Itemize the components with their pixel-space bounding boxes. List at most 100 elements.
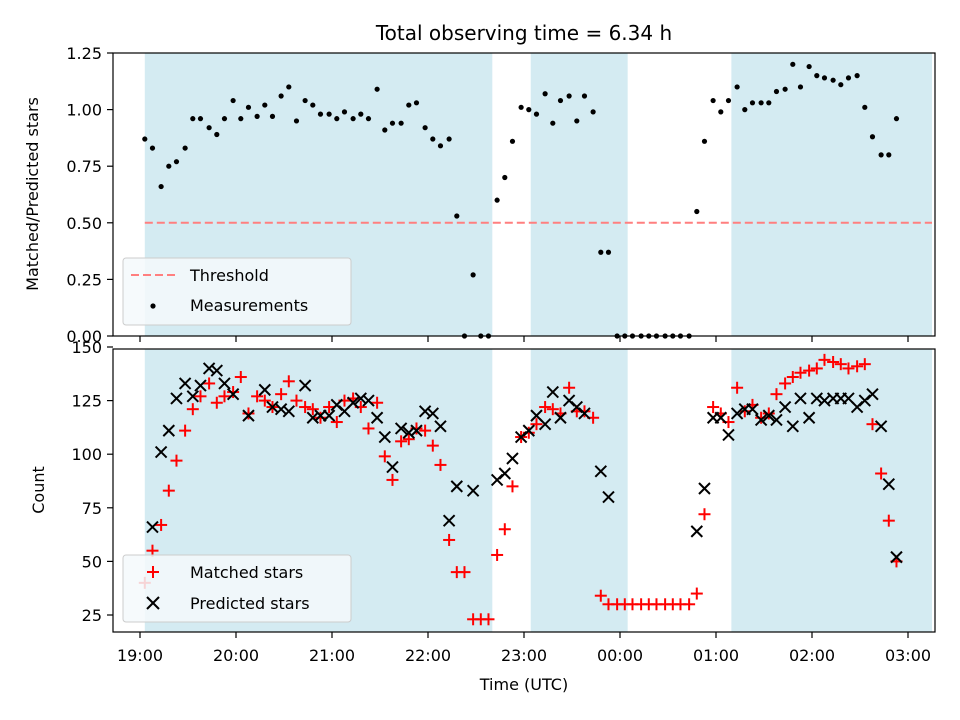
predicted-point-25 (370, 411, 384, 424)
predicted-point-9 (218, 377, 231, 390)
x-tick-label-8: 03:00 (885, 646, 931, 665)
measurement-point-13 (245, 104, 252, 110)
predicted-point-0 (146, 520, 159, 534)
predicted-point-33 (434, 420, 447, 433)
predicted-point-55 (722, 428, 735, 442)
predicted-point-27 (386, 460, 399, 474)
predicted-point-51 (690, 525, 704, 538)
matched-point-87 (834, 358, 847, 371)
matched-point-35 (419, 424, 432, 437)
bottom-y-tick-label-4: 125 (71, 392, 102, 411)
matched-point-2 (155, 518, 168, 531)
measurement-point-58 (605, 249, 612, 255)
measurement-point-21 (310, 102, 316, 108)
matched-point-22 (314, 411, 327, 424)
measurement-point-47 (518, 104, 524, 110)
matched-point-23 (323, 401, 336, 414)
predicted-point-58 (746, 402, 759, 416)
measurement-point-1 (149, 145, 156, 151)
predicted-point-54 (714, 411, 728, 424)
measurement-point-53 (566, 93, 572, 99)
measurement-point-87 (838, 82, 844, 88)
predicted-point-34 (442, 514, 456, 527)
predicted-point-64 (794, 392, 807, 405)
matched-point-6 (186, 403, 199, 416)
matched-point-68 (683, 598, 696, 611)
measurement-point-38 (446, 136, 452, 142)
matched-point-29 (371, 396, 384, 409)
bottom-legend-box (122, 554, 352, 623)
measurement-point-29 (374, 86, 380, 92)
predicted-point-26 (378, 430, 392, 444)
measurement-point-76 (749, 100, 756, 106)
matched-point-83 (803, 364, 816, 377)
measurement-point-57 (598, 249, 604, 255)
measurement-point-55 (581, 93, 588, 99)
predicted-point-50 (602, 490, 615, 504)
x-tick-label-1: 20:00 (213, 646, 259, 665)
measurement-point-72 (718, 109, 724, 115)
matched-point-11 (227, 386, 240, 399)
matched-point-17 (275, 388, 288, 401)
measurement-point-28 (365, 116, 372, 122)
x-tick-label-5: 00:00 (597, 646, 643, 665)
measurement-point-20 (302, 97, 308, 104)
matched-point-37 (434, 458, 447, 471)
measurement-point-39 (454, 213, 460, 219)
predicted-point-17 (306, 411, 320, 424)
measurement-point-25 (341, 109, 348, 115)
matched-point-69 (690, 587, 703, 600)
measurement-point-33 (406, 102, 412, 108)
predicted-point-6 (194, 379, 207, 392)
measurement-point-75 (742, 107, 748, 113)
measurement-point-78 (766, 100, 772, 106)
matched-point-71 (707, 401, 720, 414)
predicted-point-11 (242, 409, 255, 422)
x-tick-label-2: 21:00 (309, 646, 355, 665)
top-panel: 0.00 0.25 0.50 0.75 1.00 1.25 Matched/Predict… (23, 44, 936, 346)
predicted-point-16 (298, 379, 312, 392)
predicted-point-38 (498, 467, 512, 480)
matched-point-70 (698, 508, 711, 521)
predicted-point-32 (426, 407, 440, 420)
measurement-point-7 (197, 116, 204, 122)
measurement-point-77 (758, 100, 764, 106)
x-axis-label: Time (UTC) (479, 675, 568, 694)
bottom-shade-2 (731, 349, 932, 632)
predicted-point-24 (362, 394, 375, 407)
measurement-point-30 (382, 127, 388, 133)
measurement-point-26 (350, 116, 356, 122)
x-tick-label-0: 19:00 (117, 646, 163, 665)
matched-point-90 (858, 358, 871, 371)
predicted-point-7 (202, 362, 216, 375)
matched-point-93 (882, 514, 895, 527)
matched-point-92 (875, 467, 888, 480)
matched-point-43 (482, 613, 495, 626)
matched-point-8 (203, 377, 216, 390)
top-y-tick-label-4: 1.00 (66, 101, 102, 120)
predicted-point-14 (274, 402, 288, 416)
matched-point-32 (395, 435, 408, 448)
matched-point-14 (251, 390, 264, 403)
matched-point-19 (290, 394, 303, 407)
predicted-point-76 (890, 550, 903, 564)
measurement-point-51 (550, 120, 556, 126)
measurement-point-37 (437, 143, 444, 149)
top-y-axis-label: Matched/Predicted stars (23, 97, 42, 291)
predicted-point-3 (170, 392, 183, 405)
top-y-tick-label-0: 0.00 (66, 327, 102, 346)
matched-point-38 (443, 533, 456, 546)
matched-point-13 (242, 407, 255, 420)
measurement-point-3 (166, 163, 172, 169)
measurement-point-34 (413, 100, 420, 106)
measurement-point-6 (190, 116, 196, 122)
measurement-point-4 (173, 159, 180, 165)
predicted-point-8 (210, 364, 224, 377)
measurement-point-71 (710, 97, 716, 104)
measurement-point-70 (701, 138, 708, 144)
matched-point-82 (794, 366, 807, 379)
matched-point-28 (362, 422, 375, 435)
measurement-point-69 (694, 208, 700, 215)
matched-point-89 (851, 360, 864, 373)
